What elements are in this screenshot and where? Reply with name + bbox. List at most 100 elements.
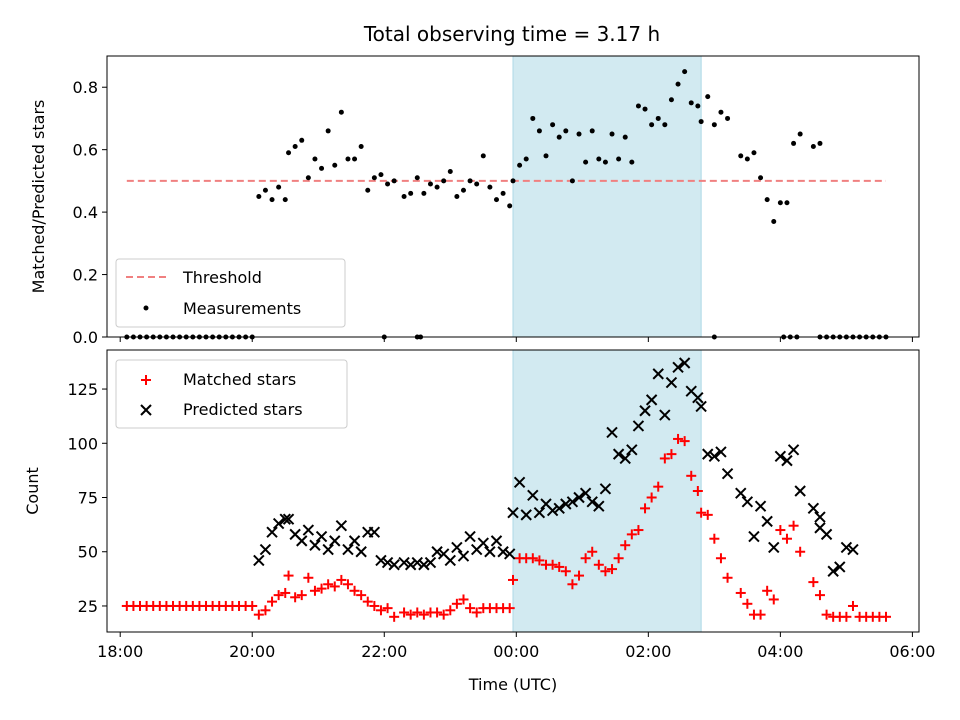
count-y-tick-label: 100 xyxy=(67,434,98,453)
matched-point xyxy=(253,609,264,620)
measurement-point xyxy=(758,175,764,181)
predicted-point xyxy=(619,452,631,465)
matched-point xyxy=(679,436,690,447)
predicted-point xyxy=(639,405,651,417)
predicted-point xyxy=(553,502,565,515)
x-stroke xyxy=(735,487,747,499)
measurement-point xyxy=(434,184,440,190)
ratio-y-tick-label: 0.6 xyxy=(73,141,98,160)
predicted-point xyxy=(444,554,456,567)
x-stroke xyxy=(507,506,519,519)
x-stroke xyxy=(612,448,625,460)
count-x-tick-label: 18:00 xyxy=(97,642,143,661)
matched-point xyxy=(673,433,684,444)
matched-point xyxy=(375,605,386,616)
predicted-point xyxy=(282,513,295,525)
matched-point xyxy=(722,572,733,583)
measurement-point xyxy=(385,181,391,187)
measurement-point xyxy=(622,134,628,140)
measurement-point xyxy=(530,115,536,121)
matched-point xyxy=(273,590,284,601)
x-stroke xyxy=(282,513,295,525)
measurement-point xyxy=(777,200,783,206)
x-stroke xyxy=(355,546,367,558)
x-stroke xyxy=(619,452,631,465)
measurement-point xyxy=(675,81,681,87)
matched-point xyxy=(283,570,294,581)
x-stroke xyxy=(464,530,476,543)
x-stroke xyxy=(540,498,552,510)
measurement-point xyxy=(460,187,466,193)
matched-point xyxy=(574,570,585,581)
measurement-point xyxy=(718,109,724,115)
predicted-point xyxy=(659,409,671,421)
x-stroke xyxy=(626,444,638,456)
ratio-y-axis-label: Matched/Predicted stars xyxy=(29,100,48,294)
measurement-point xyxy=(256,194,262,199)
ratio-y-tick-label: 0.0 xyxy=(73,328,98,347)
x-stroke xyxy=(533,506,546,519)
predicted-point xyxy=(807,502,820,515)
x-stroke xyxy=(315,530,328,543)
x-stroke xyxy=(840,541,853,554)
measurement-point xyxy=(569,178,575,184)
matched-point xyxy=(432,607,443,618)
x-stroke xyxy=(748,530,760,543)
count-y-tick-label: 25 xyxy=(78,597,98,616)
matched-point xyxy=(267,596,278,607)
count-x-tick-label: 20:00 xyxy=(229,642,275,661)
matched-point xyxy=(762,585,773,596)
predicted-point xyxy=(315,530,328,543)
ratio-y-tick-label: 0.4 xyxy=(73,203,98,222)
x-stroke xyxy=(606,426,618,439)
x-stroke xyxy=(645,394,658,406)
matched-point xyxy=(696,507,707,518)
matched-point xyxy=(715,553,726,564)
measurement-point xyxy=(764,197,770,203)
predicted-point xyxy=(612,448,625,460)
x-stroke xyxy=(787,444,800,456)
measurement-point xyxy=(454,194,460,199)
legend-matched-swatch xyxy=(141,375,151,385)
count-x-tick-label: 22:00 xyxy=(361,642,407,661)
matched-point xyxy=(847,600,858,611)
measurement-point xyxy=(474,181,480,187)
predicted-point xyxy=(560,498,572,510)
legend-matched-label: Matched stars xyxy=(183,370,296,389)
x-stroke xyxy=(259,543,272,556)
predicted-point xyxy=(834,561,846,573)
measurement-point xyxy=(583,159,589,165)
measurement-point xyxy=(286,150,292,156)
matched-point xyxy=(445,605,456,616)
measurement-point xyxy=(744,156,750,162)
x-stroke xyxy=(484,546,496,558)
matched-point xyxy=(607,564,618,575)
measurement-point xyxy=(797,131,803,137)
measurement-point xyxy=(688,100,694,106)
predicted-point xyxy=(355,546,367,558)
matched-point xyxy=(418,609,429,620)
x-stroke xyxy=(814,511,826,523)
matched-point xyxy=(362,596,373,607)
x-stroke xyxy=(794,485,806,497)
measurement-point xyxy=(262,187,268,193)
predicted-point xyxy=(579,487,592,499)
predicted-point xyxy=(451,541,463,554)
matched-point xyxy=(329,581,340,592)
predicted-point xyxy=(768,541,780,554)
predicted-point xyxy=(388,559,400,571)
measurement-point xyxy=(352,156,358,162)
measurement-point xyxy=(325,128,331,134)
predicted-point xyxy=(748,530,760,543)
measurement-point xyxy=(292,144,298,150)
predicted-point xyxy=(335,520,348,532)
measurement-point xyxy=(447,169,453,175)
matched-point xyxy=(814,590,825,601)
count-x-tick-label: 02:00 xyxy=(625,642,671,661)
x-stroke xyxy=(814,522,826,534)
measurement-point xyxy=(649,122,655,128)
measurement-point xyxy=(510,178,516,184)
x-stroke xyxy=(289,528,301,541)
legend-measurements-label: Measurements xyxy=(183,299,301,318)
